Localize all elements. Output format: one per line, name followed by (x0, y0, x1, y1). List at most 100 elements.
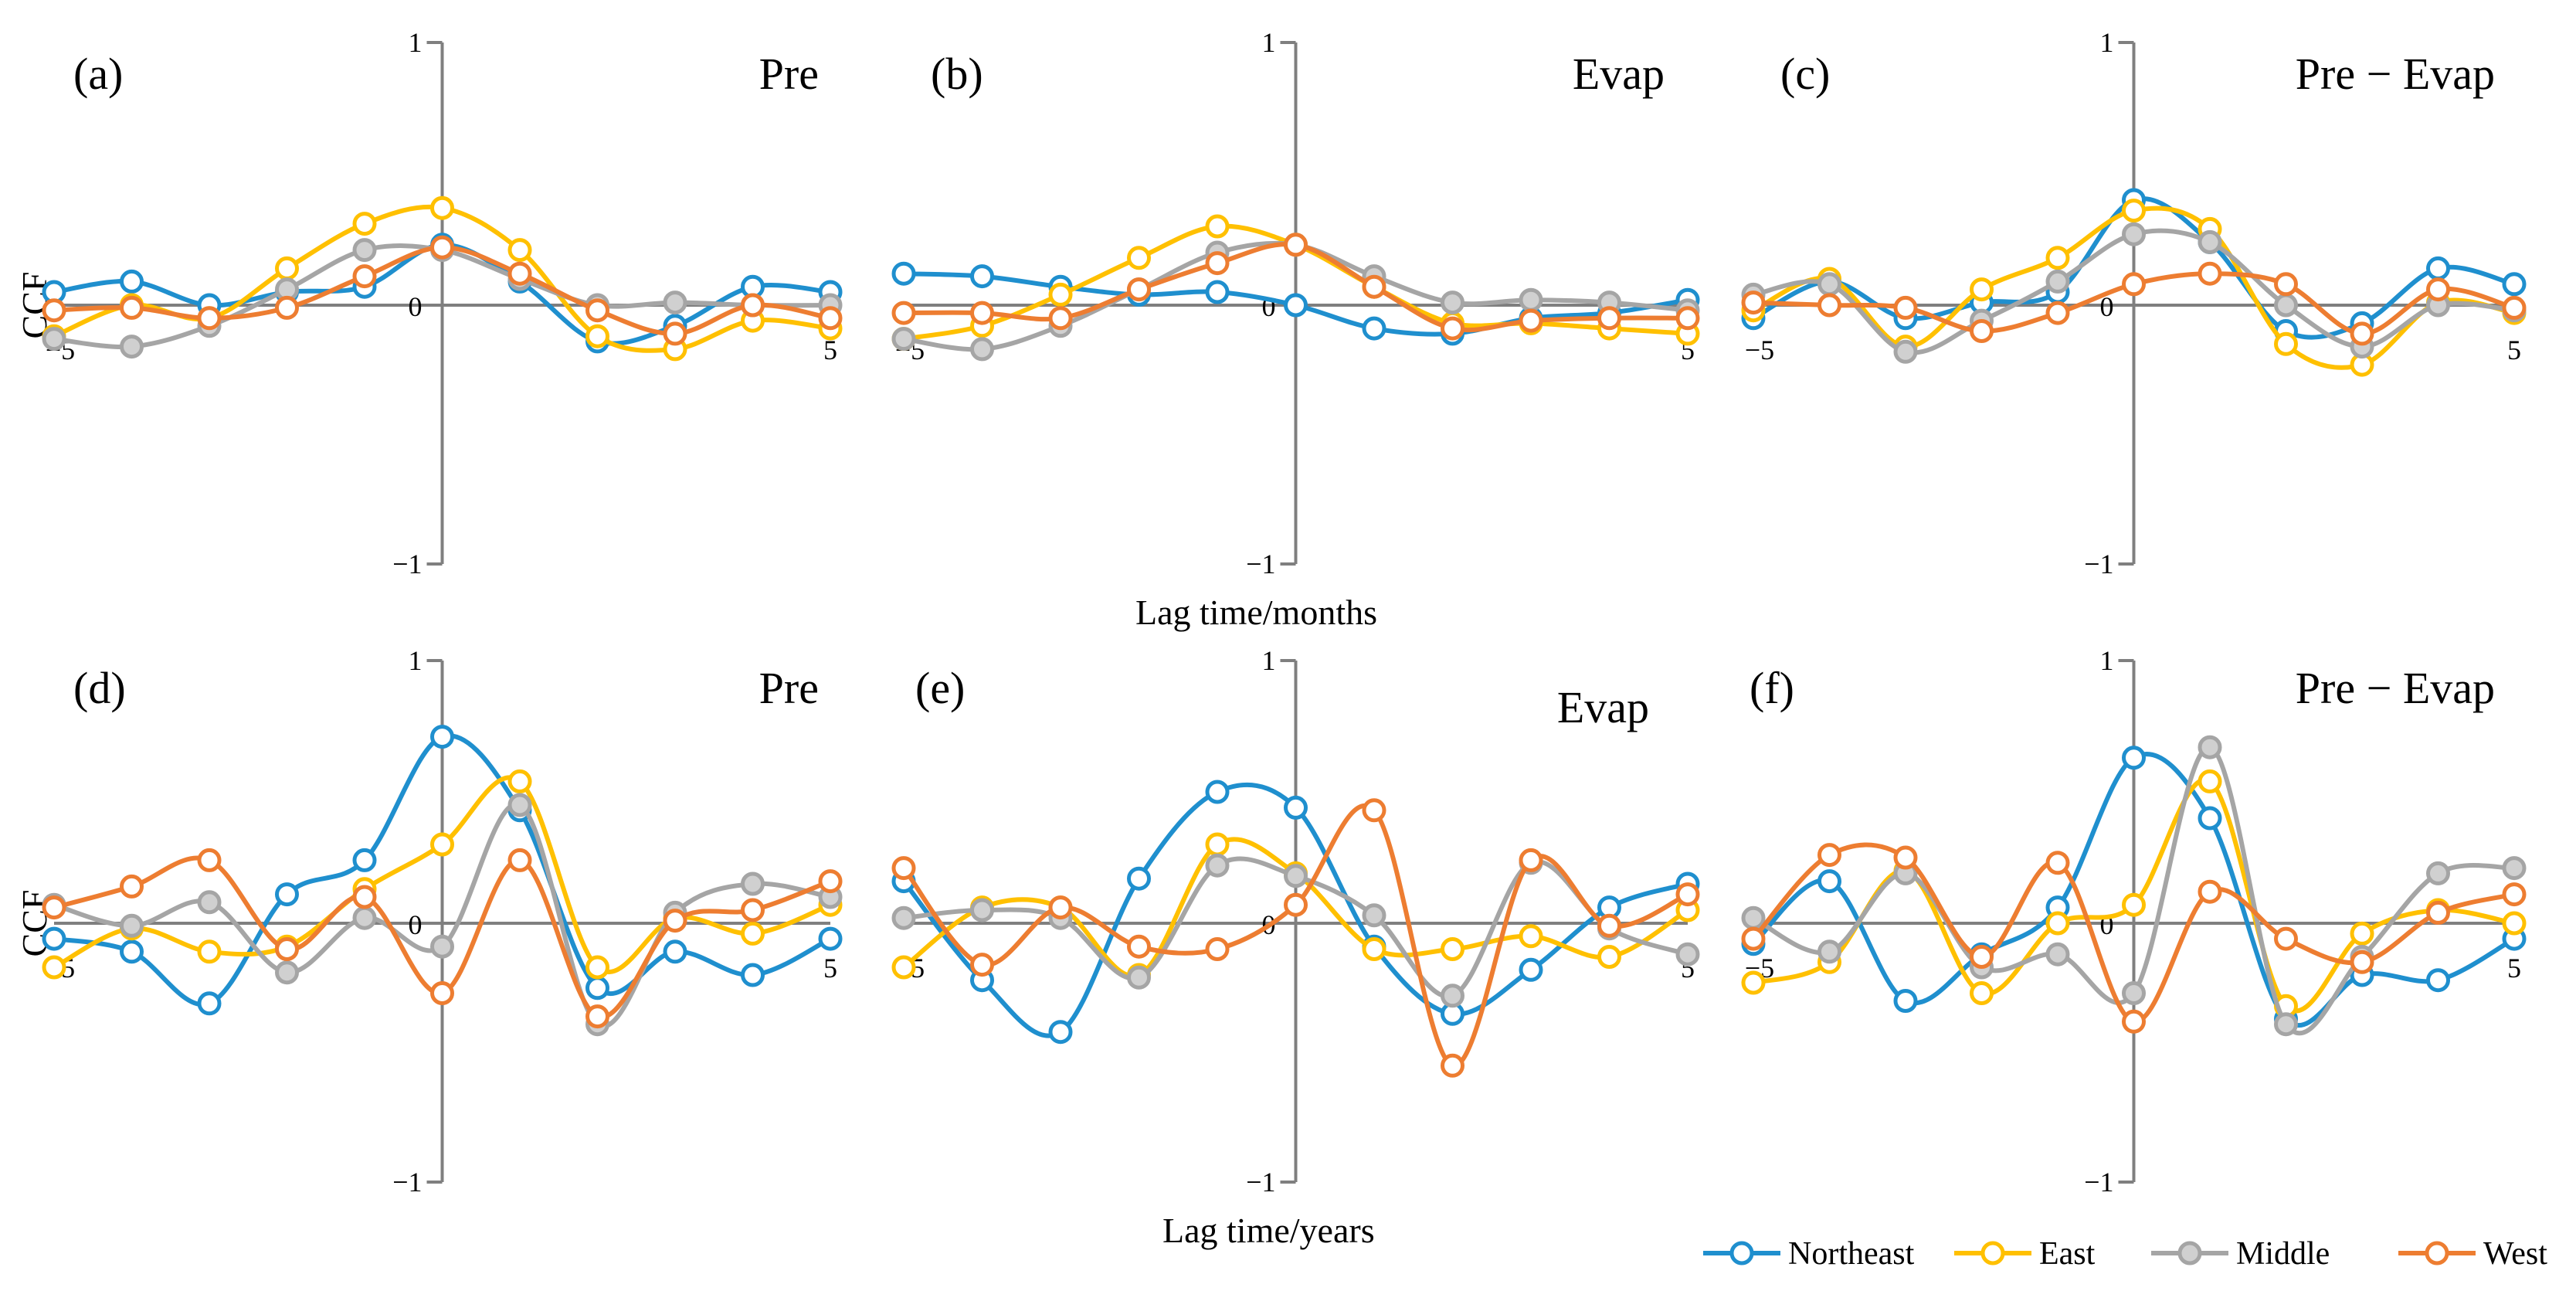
legend-marker-west (2425, 1241, 2449, 1266)
data-point-west (2274, 926, 2298, 951)
data-point-northeast (891, 261, 916, 286)
data-point-northeast (275, 882, 299, 907)
data-point-northeast (2122, 746, 2146, 770)
data-point-middle (2198, 229, 2222, 254)
panel-label: (a) (73, 49, 123, 99)
data-point-east (741, 921, 765, 946)
data-point-west (891, 856, 916, 881)
data-point-northeast (1205, 780, 1230, 804)
x-axis-label-years: Lag time/years (1162, 1211, 1375, 1250)
data-point-east (1970, 277, 1994, 302)
data-point-west (2045, 301, 2070, 325)
data-point-east (1519, 924, 1543, 949)
legend-marker-northeast (1729, 1241, 1754, 1266)
y-tick-label: −1 (1246, 549, 1275, 579)
data-point-middle (120, 913, 144, 938)
data-point-middle (1741, 905, 1766, 930)
data-point-middle (1441, 290, 1464, 315)
data-point-middle (1284, 864, 1308, 888)
data-point-northeast (1284, 293, 1308, 318)
data-point-middle (1362, 903, 1386, 928)
data-point-east (1048, 282, 1073, 307)
y-tick-label: 1 (2100, 27, 2114, 58)
data-point-middle (1127, 965, 1151, 990)
data-point-middle (2274, 293, 2298, 318)
data-point-middle (507, 793, 532, 817)
panel-title: Pre − Evap (2296, 663, 2495, 713)
data-point-west (197, 848, 222, 872)
data-point-northeast (2502, 272, 2527, 297)
data-point-west (352, 264, 377, 289)
data-point-west (1441, 316, 1464, 341)
x-tick-label: −5 (1745, 335, 1774, 365)
y-tick-label: 1 (1262, 27, 1276, 58)
data-point-east (2502, 911, 2527, 936)
y-tick-label: 1 (409, 645, 423, 676)
data-point-west (1127, 277, 1151, 302)
data-point-west (507, 848, 532, 872)
data-point-west (352, 885, 377, 909)
y-tick-label: 0 (409, 909, 423, 940)
data-point-east (197, 939, 222, 964)
panel-title: Pre (759, 663, 819, 713)
data-point-west (741, 293, 765, 318)
data-point-east (1127, 246, 1151, 270)
data-point-northeast (1205, 280, 1230, 304)
data-point-east (1597, 945, 1621, 969)
series-line-east (902, 837, 1689, 979)
data-point-east (1970, 981, 1994, 1005)
data-point-west (663, 909, 687, 933)
data-point-northeast (741, 963, 765, 987)
legend-label-west: West (2483, 1236, 2547, 1272)
data-point-west (1284, 892, 1308, 917)
data-point-northeast (2426, 968, 2450, 993)
data-point-west (2122, 1009, 2146, 1034)
x-tick-label: 5 (823, 335, 837, 365)
data-point-east (275, 256, 299, 280)
data-point-west (2045, 851, 2070, 875)
data-point-west (120, 874, 144, 899)
panel-b: (b) Evap 10−1−5 5 (891, 27, 1700, 579)
data-point-west (1205, 937, 1230, 961)
data-point-middle (2502, 856, 2527, 881)
data-point-west (1519, 848, 1543, 872)
data-point-east (2274, 331, 2298, 356)
data-point-west (42, 895, 66, 920)
data-point-northeast (1893, 989, 1918, 1013)
y-tick-label: 1 (1262, 645, 1276, 676)
y-tick-label: −1 (392, 549, 422, 579)
panel-a: (a) Pre CCF 10−1−5 5 (15, 27, 843, 579)
panel-d: (d) Pre CCF 10−1−55 (15, 645, 843, 1198)
y-tick-label: −1 (2084, 1167, 2113, 1198)
data-point-west (663, 321, 687, 346)
data-point-northeast (1519, 957, 1543, 982)
panel-title: Pre (759, 49, 819, 99)
data-point-middle (663, 290, 687, 315)
data-point-middle (2122, 981, 2146, 1005)
data-point-middle (1441, 984, 1464, 1008)
data-point-east (891, 955, 916, 980)
data-point-west (197, 306, 222, 331)
data-point-west (2274, 272, 2298, 297)
data-point-west (818, 869, 843, 894)
data-point-northeast (352, 848, 377, 872)
data-point-middle (1205, 853, 1230, 878)
data-point-middle (2045, 269, 2070, 294)
legend: Northeast East Middle West (1703, 1236, 2547, 1272)
data-point-east (1205, 832, 1230, 857)
data-point-west (818, 306, 843, 331)
data-point-middle (970, 337, 994, 362)
data-point-middle (275, 960, 299, 985)
data-point-west (2350, 950, 2374, 974)
data-point-west (2502, 882, 2527, 907)
data-point-middle (741, 871, 765, 896)
data-point-west (970, 301, 994, 325)
x-axis-label-months: Lag time/months (1135, 593, 1377, 632)
data-point-middle (2198, 735, 2222, 759)
data-point-northeast (2198, 806, 2222, 831)
data-point-middle (1817, 939, 1841, 964)
legend-marker-east (1980, 1241, 2005, 1266)
data-point-west (2426, 277, 2450, 302)
data-point-middle (352, 238, 377, 263)
data-point-east (1441, 937, 1464, 961)
